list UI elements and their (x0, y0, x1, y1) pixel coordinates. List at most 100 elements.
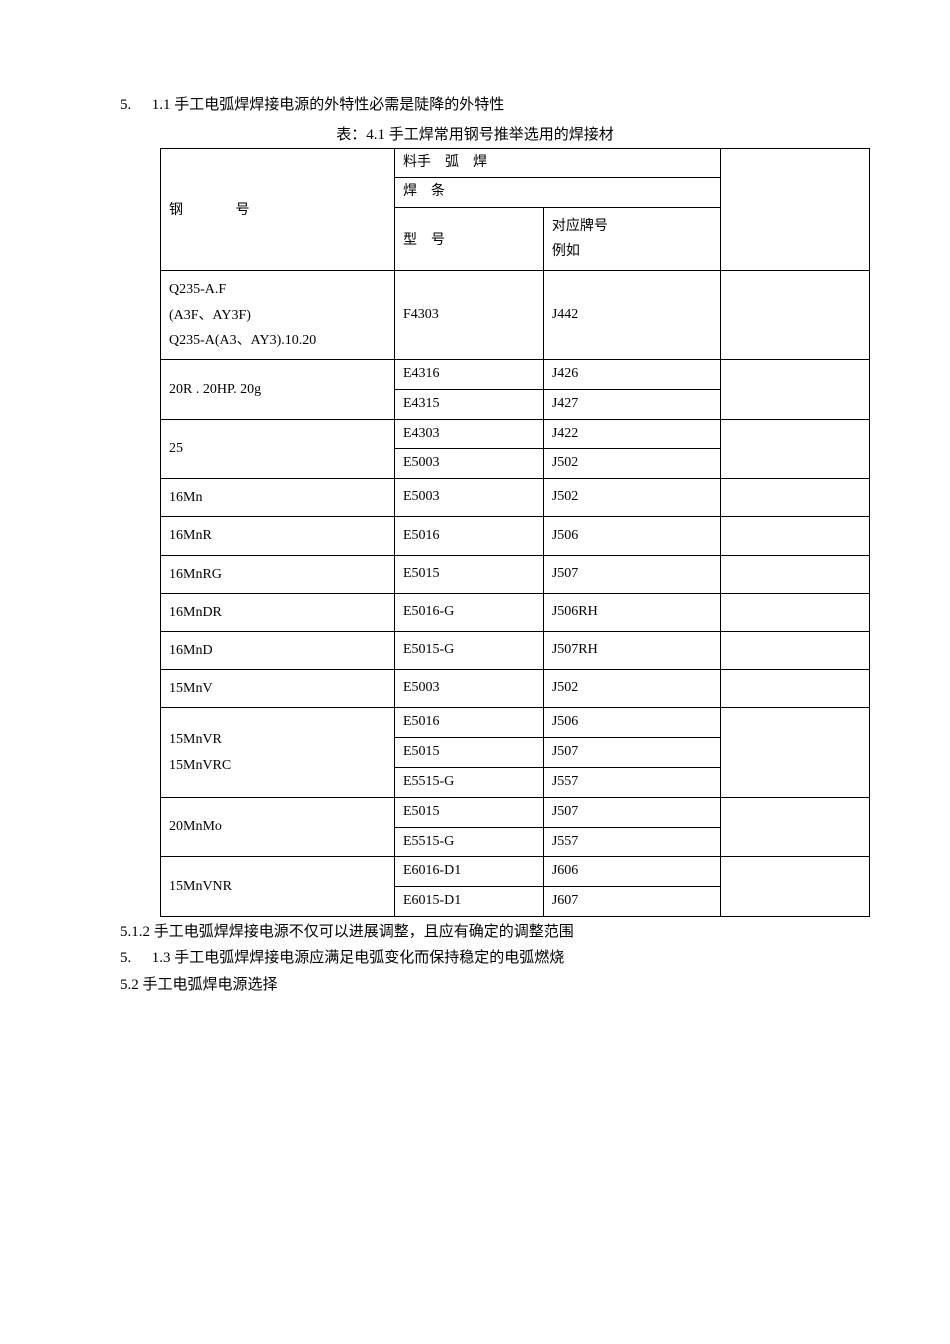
empty-cell (721, 797, 870, 857)
brand-cell: J422 (543, 419, 720, 449)
empty-cell (721, 593, 870, 631)
steel-text: 20MnMo (169, 819, 222, 834)
empty-cell (721, 555, 870, 593)
para-prefix: 5. (120, 94, 148, 117)
type-cell: E6016-D1 (394, 857, 543, 887)
table-row: 16MnD E5015-GJ507RH (161, 631, 870, 669)
steel-text: 15MnVR (169, 732, 222, 747)
type-cell: E5003 (394, 479, 543, 517)
brand-cell: J606 (543, 857, 720, 887)
welding-material-table: 钢 号 料手 弧 焊 焊 条 型 号 对应牌号 例如 Q235-A.F (A3F、… (160, 148, 870, 917)
type-cell: E4316 (394, 360, 543, 390)
steel-text: 25 (169, 441, 183, 456)
steel-text: 15MnVNR (169, 879, 232, 894)
table-row: 16MnDRE5016-GJ506RH (161, 593, 870, 631)
steel-cell: 16MnDR (161, 593, 395, 631)
empty-cell (721, 631, 870, 669)
steel-cell: 15MnVNR (161, 857, 395, 917)
steel-cell: 20R . 20HP. 20g (161, 360, 395, 420)
steel-text: 16MnD (169, 643, 213, 658)
table-row: 20MnMoE5015J507 (161, 797, 870, 827)
brand-cell: J506 (543, 708, 720, 738)
table-row: 25E4303J422 (161, 419, 870, 449)
type-cell: E5015 (394, 555, 543, 593)
table-row: 15MnVE5003J502 (161, 670, 870, 708)
brand-cell: J506 (543, 517, 720, 555)
para-text: 1.1 手工电弧焊焊接电源的外特性必需是陡降的外特性 (152, 94, 505, 117)
type-cell: E5003 (394, 449, 543, 479)
steel-text: Q235-A.F (169, 282, 226, 297)
type-cell: E5015 (394, 738, 543, 768)
brand-label-2: 例如 (552, 244, 580, 259)
type-cell: E5016 (394, 517, 543, 555)
type-cell: E5015 (394, 797, 543, 827)
brand-cell: J502 (543, 479, 720, 517)
steel-cell: 25 (161, 419, 395, 479)
table-row: 16MnRG E5015J507 (161, 555, 870, 593)
table-row: 15MnVR15MnVRCE5016J506 (161, 708, 870, 738)
steel-cell: 20MnMo (161, 797, 395, 857)
header-sub-right: 焊 条 (394, 178, 720, 208)
empty-cell (721, 271, 870, 360)
brand-cell: J507RH (543, 631, 720, 669)
brand-cell: J507 (543, 555, 720, 593)
document-page: 5. 1.1 手工电弧焊焊接电源的外特性必需是陡降的外特性 表：4.1 手工焊常… (0, 0, 950, 1060)
steel-cell: Q235-A.F (A3F、AY3F) Q235-A(A3、AY3).10.20 (161, 271, 395, 360)
brand-cell: J427 (543, 389, 720, 419)
brand-cell: J426 (543, 360, 720, 390)
steel-cell: 16MnRG (161, 555, 395, 593)
type-cell: E5015-G (394, 631, 543, 669)
steel-text: 16Mn (169, 490, 202, 505)
type-cell: E5515-G (394, 767, 543, 797)
empty-cell (721, 360, 870, 420)
para-text: 1.3 手工电弧焊焊接电源应满足电弧变化而保持稳定的电弧燃烧 (152, 947, 565, 970)
header-brand: 对应牌号 例如 (543, 208, 720, 271)
steel-cell: 15MnV (161, 670, 395, 708)
brand-label-1: 对应牌号 (552, 219, 608, 234)
steel-cell: 15MnVR 15MnVRC (161, 708, 395, 797)
brand-cell: J442 (543, 271, 720, 360)
table-row: 16MnRE5016J506 (161, 517, 870, 555)
steel-text: 15MnV (169, 681, 213, 696)
steel-cell: 16MnR (161, 517, 395, 555)
header-top-text: 料手 弧 焊 (403, 155, 487, 170)
steel-cell: 16MnD (161, 631, 395, 669)
table-caption: 表：4.1 手工焊常用钢号推举选用的焊接材 (120, 123, 830, 144)
steel-label-text: 钢 号 (169, 203, 250, 218)
paragraph-5-1-2: 5.1.2 手工电弧焊焊接电源不仅可以进展调整，且应有确定的调整范围 (120, 921, 830, 944)
brand-cell: J507 (543, 797, 720, 827)
steel-cell: 16Mn (161, 479, 395, 517)
paragraph-5-2: 5.2 手工电弧焊电源选择 (120, 974, 830, 997)
brand-cell: J557 (543, 767, 720, 797)
empty-cell (721, 479, 870, 517)
empty-cell (721, 419, 870, 479)
type-cell: E5003 (394, 670, 543, 708)
steel-text: Q235-A(A3、AY3).10.20 (169, 333, 316, 348)
steel-text: 16MnRG (169, 567, 222, 582)
brand-cell: J502 (543, 449, 720, 479)
type-label: 型 号 (403, 233, 445, 248)
type-cell: E5515-G (394, 827, 543, 857)
empty-cell (721, 708, 870, 797)
table-header-row: 钢 号 料手 弧 焊 (161, 148, 870, 178)
type-cell: E4315 (394, 389, 543, 419)
paragraph-5-1-1: 5. 1.1 手工电弧焊焊接电源的外特性必需是陡降的外特性 (120, 94, 830, 117)
steel-text: 20R . 20HP. 20g (169, 382, 261, 397)
type-cell: E4303 (394, 419, 543, 449)
header-type: 型 号 (394, 208, 543, 271)
header-sub-text: 焊 条 (403, 184, 445, 199)
type-cell: F4303 (394, 271, 543, 360)
steel-text: 15MnVRC (169, 758, 231, 773)
steel-text: (A3F、AY3F) (169, 308, 251, 323)
brand-cell: J607 (543, 887, 720, 917)
table-row: 20R . 20HP. 20gE4316J426 (161, 360, 870, 390)
empty-cell (721, 517, 870, 555)
type-cell: E6015-D1 (394, 887, 543, 917)
table-row: 15MnVNRE6016-D1J606 (161, 857, 870, 887)
brand-cell: J506RH (543, 593, 720, 631)
empty-cell (721, 857, 870, 917)
type-cell: E5016-G (394, 593, 543, 631)
para-prefix: 5. (120, 947, 148, 970)
header-steel: 钢 号 (161, 148, 395, 271)
type-cell: E5016 (394, 708, 543, 738)
